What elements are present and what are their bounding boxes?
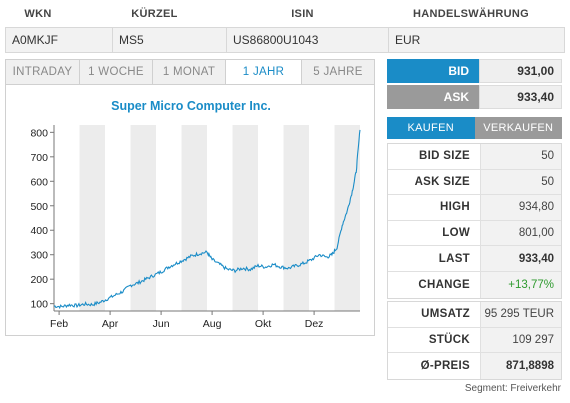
volume-row: STÜCK 109 297 [388,327,561,354]
ask-row: ASK 933,40 [387,85,562,109]
tab-intraday[interactable]: INTRADAY [5,59,80,85]
tab-5-jahre[interactable]: 5 JAHRE [301,59,375,85]
y-tick-label: 200 [30,274,48,286]
grid-band [181,125,207,311]
bid-row: BID 931,00 [387,59,562,83]
y-tick-label: 500 [30,201,48,213]
volume-row: UMSATZ 95 295 TEUR [388,302,561,328]
stat-label: LAST [438,252,470,265]
stat-label: LOW [442,227,470,240]
header-values: A0MKJF MS5 US86800U1043 EUR [5,27,565,53]
x-tick-label: Apr [102,318,119,330]
grid-band [79,125,105,311]
sell-button[interactable]: VERKAUFEN [474,117,562,139]
header-row: WKN KÜRZEL ISIN HANDELSWÄHRUNG [0,0,570,27]
wkn-value: A0MKJF [5,27,112,53]
stat-value: 801,00 [480,220,561,246]
stat-row: CHANGE +13,77% [388,271,561,298]
volume-table: UMSATZ 95 295 TEUR STÜCK 109 297 Ø-PREIS 87… [387,301,562,380]
price-chart: 100 200 300 400 500 600 700 800 Feb Apr Jun Aug Okt D… [30,125,361,330]
col-currency: HANDELSWÄHRUNG [412,7,530,20]
stat-value: 50 [480,169,561,195]
stat-label: BID SIZE [419,150,470,163]
grid-band [232,125,258,311]
kuerzel-value: MS5 [112,27,226,53]
tab-1-woche[interactable]: 1 WOCHE [79,59,153,85]
timeframe-tabs: INTRADAY 1 WOCHE 1 MONAT 1 JAHR 5 JAHRE [5,59,375,85]
x-tick-label: Okt [255,318,271,330]
stat-row: HIGH 934,80 [388,195,561,221]
x-tick-label: Dez [305,318,324,330]
tab-1-jahr[interactable]: 1 JAHR [225,59,302,85]
volume-row: Ø-PREIS 871,8898 [388,353,561,379]
stat-label: ASK SIZE [414,175,470,188]
stat-row: LAST 933,40 [388,246,561,272]
stat-label: HIGH [440,201,470,214]
y-tick-label: 400 [30,225,48,237]
x-tick-label: Jun [153,318,170,330]
y-tick-label: 800 [30,127,48,139]
y-tick-label: 600 [30,176,48,188]
stat-value: 50 [480,144,561,169]
col-wkn: WKN [24,7,52,20]
segment-note: Segment: Freiverkehr [464,383,561,394]
volume-label: STÜCK [428,333,470,346]
ask-label: ASK [387,85,479,109]
bid-label: BID [387,59,479,83]
y-tick-label: 700 [30,152,48,164]
volume-value: 95 295 TEUR [480,302,561,327]
stat-value: +13,77% [480,271,561,298]
y-tick-label: 300 [30,250,48,262]
currency-value: EUR [388,27,565,53]
stats-table: BID SIZE 50 ASK SIZE 50 HIGH 934,80 LOW 801,… [387,143,562,299]
col-kuerzel: KÜRZEL [131,7,178,20]
trade-buttons: KAUFEN VERKAUFEN [387,117,562,139]
buy-button[interactable]: KAUFEN [387,117,475,139]
chart-title: Super Micro Computer Inc. [111,99,271,113]
grid-band [283,125,309,311]
stat-value: 934,80 [480,195,561,220]
stat-row: ASK SIZE 50 [388,169,561,196]
volume-value: 109 297 [480,327,561,353]
bid-value: 931,00 [479,59,562,83]
y-tick-label: 100 [30,299,48,311]
volume-label: Ø-PREIS [420,359,470,372]
stat-row: LOW 801,00 [388,220,561,247]
price-line [53,129,361,310]
stat-row: BID SIZE 50 [388,144,561,170]
grid-band [334,125,360,311]
ask-value: 933,40 [479,85,562,109]
stat-label: CHANGE [418,278,470,291]
volume-value: 871,8898 [480,353,561,379]
col-isin: ISIN [291,7,314,20]
stat-value: 933,40 [480,246,561,271]
chart-panel: Super Micro Computer Inc. 100 200 300 400 50… [5,84,375,336]
x-tick-label: Feb [50,318,68,330]
volume-label: UMSATZ [421,308,470,321]
tab-1-monat[interactable]: 1 MONAT [152,59,226,85]
grid-band [130,125,156,311]
isin-value: US86800U1043 [226,27,388,53]
x-tick-label: Aug [203,318,222,330]
